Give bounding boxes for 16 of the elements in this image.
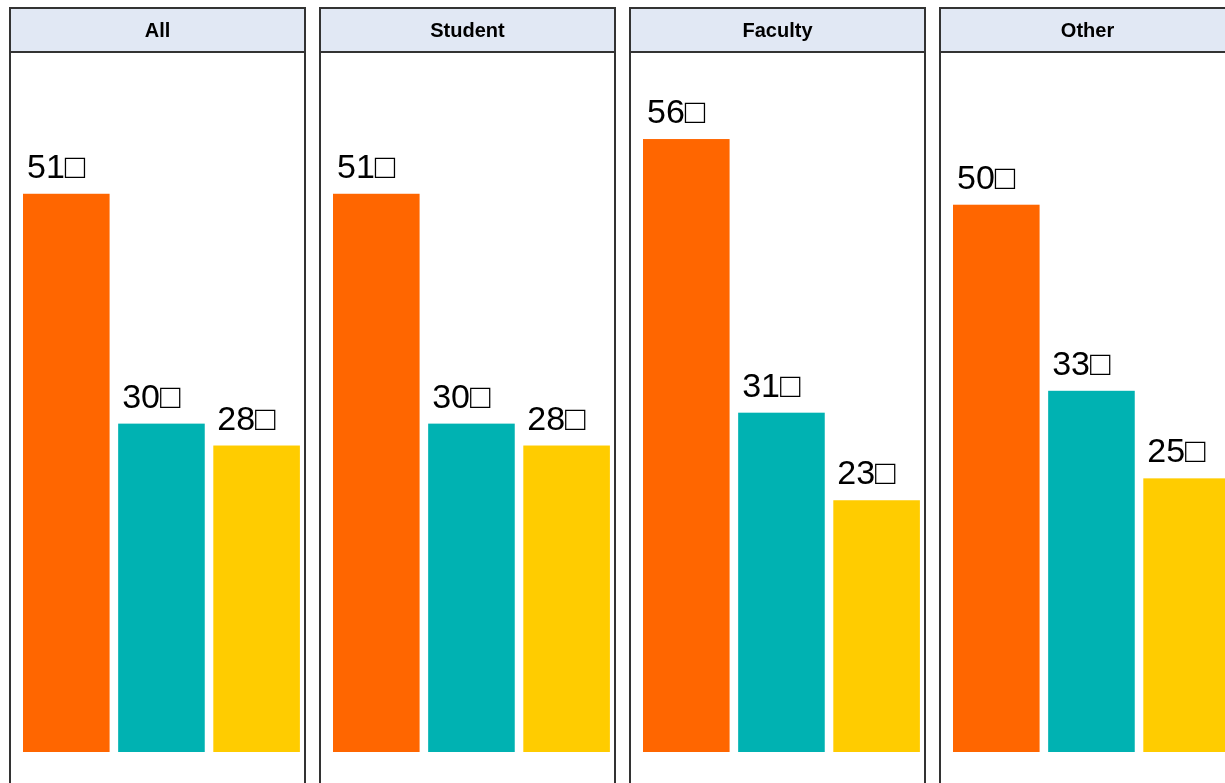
data-label: 28□ <box>217 398 277 437</box>
chart-title: Student <box>430 19 506 41</box>
data-label: 33□ <box>1052 343 1111 382</box>
data-label: 56□ <box>647 92 706 131</box>
data-label: 30□ <box>122 376 181 415</box>
data-label: 31□ <box>742 365 801 404</box>
data-label: 51□ <box>27 146 86 185</box>
data-label: 28□ <box>527 398 587 437</box>
chart-title: All <box>144 19 171 41</box>
data-label: 25□ <box>1147 431 1207 470</box>
data-label: 23□ <box>837 453 897 492</box>
chart-title: Other <box>1060 19 1115 41</box>
data-label: 51□ <box>337 146 396 185</box>
data-label: 50□ <box>957 157 1016 196</box>
chart-title: Faculty <box>742 19 814 41</box>
data-label: 30□ <box>432 376 491 415</box>
